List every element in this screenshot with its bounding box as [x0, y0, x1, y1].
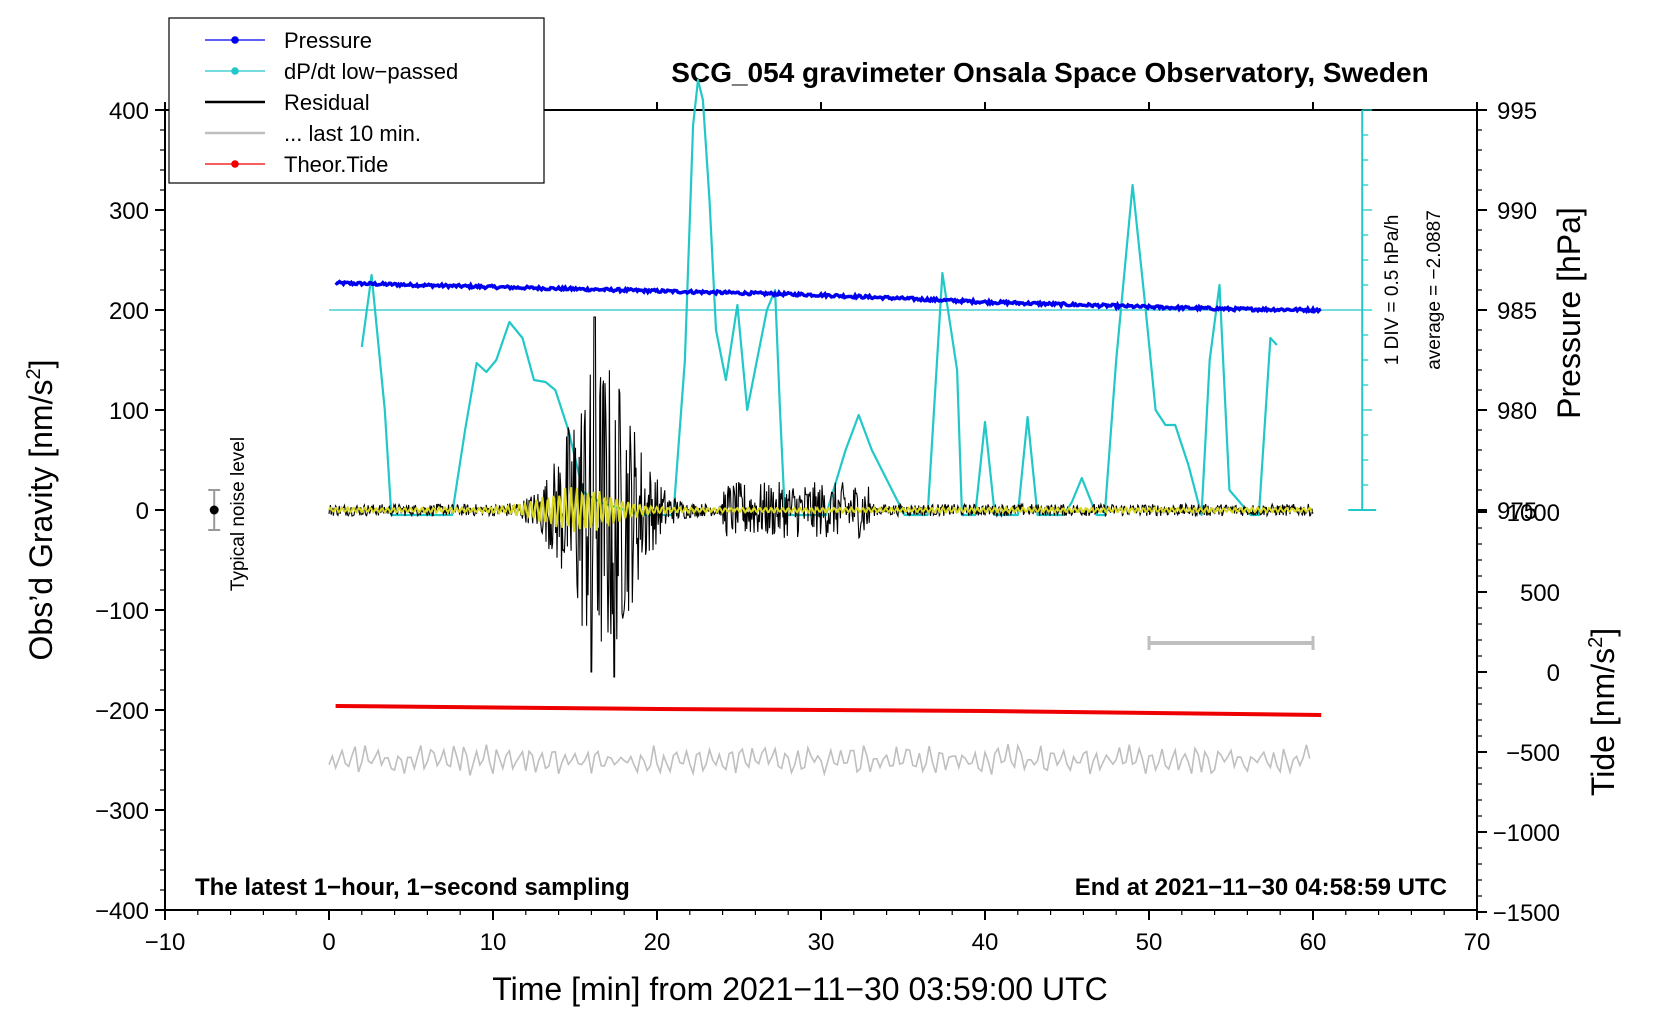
axes-layer: −10 0 10 20 30 40 50 60 70−400−300−200−100010020… [95, 98, 1560, 956]
pressure-tick-label: 990 [1497, 198, 1537, 225]
legend-marker [231, 160, 239, 168]
legend-label: dP/dt low−passed [284, 59, 458, 84]
x-tick-label: 0 [322, 929, 335, 956]
x-tick-label: 50 [1136, 929, 1163, 956]
y-tick-label: 200 [109, 298, 149, 325]
x-tick-label: 30 [808, 929, 835, 956]
pressure-axis-label: Pressure [hPa] [1551, 207, 1587, 419]
tide-tick-label: −1500 [1493, 900, 1560, 927]
legend-label: Theor.Tide [284, 152, 388, 177]
data-layer [208, 78, 1363, 777]
series-residual-line [328, 316, 1314, 678]
legend-label: Pressure [284, 28, 372, 53]
series-pressure-line [334, 279, 1322, 315]
y-tick-label: −200 [95, 698, 149, 725]
legend-label: ... last 10 min. [284, 121, 421, 146]
x-tick-label: −10 [145, 929, 186, 956]
x-tick-label: 10 [480, 929, 507, 956]
residual-filtered-line [328, 487, 1313, 533]
pressure-tick-label: 995 [1497, 98, 1537, 125]
legend-marker [231, 67, 239, 75]
latest-note: The latest 1−hour, 1−second sampling [195, 874, 630, 901]
y-tick-label: 100 [109, 398, 149, 425]
x-axis-label: Time [min] from 2021−11−30 03:59:00 UTC [492, 971, 1107, 1007]
end-note: End at 2021−11−30 04:58:59 UTC [1075, 874, 1447, 901]
tide-axis-label: Tide [nm/s2] [1585, 628, 1621, 796]
tide-tick-label: 0 [1547, 660, 1560, 687]
series-dpdt-line [360, 78, 1278, 517]
tide-tick-label: −500 [1506, 740, 1560, 767]
y-tick-label: −400 [95, 898, 149, 925]
y-tick-label: −100 [95, 598, 149, 625]
legend-label: Residual [284, 90, 370, 115]
pressure-tick-label: 980 [1497, 398, 1537, 425]
y-axis-label: Obs’d Gravity [nm/s2] [23, 360, 59, 661]
noise-marker [209, 505, 219, 515]
series-last-10-min-line [328, 742, 1311, 777]
y-tick-label: 300 [109, 198, 149, 225]
legend: Pressure dP/dt low−passed Residual ... last… [168, 17, 545, 184]
legend-box [168, 17, 545, 184]
average-note: average = −2.0887 [1424, 210, 1445, 370]
tide-tick-label: 500 [1520, 580, 1560, 607]
chart-title: SCG_054 gravimeter Onsala Space Observat… [671, 57, 1428, 88]
tide-tick-label: −1000 [1493, 820, 1560, 847]
y-tick-label: 400 [109, 98, 149, 125]
x-tick-label: 20 [644, 929, 671, 956]
noise-level-label: Typical noise level [228, 437, 249, 591]
scale-note: 1 DIV = 0.5 hPa/h [1382, 215, 1403, 366]
x-tick-label: 40 [972, 929, 999, 956]
pressure-tick-label: 985 [1497, 298, 1537, 325]
pressure-tick-label: 975 [1497, 498, 1537, 525]
x-tick-label: 60 [1300, 929, 1327, 956]
y-tick-label: −300 [95, 798, 149, 825]
tide-tick-label: 1000 [1507, 500, 1560, 527]
x-tick-label: 70 [1464, 929, 1491, 956]
legend-marker [231, 36, 239, 44]
series-tide-line [335, 704, 1322, 717]
y-tick-label: 0 [136, 498, 149, 525]
